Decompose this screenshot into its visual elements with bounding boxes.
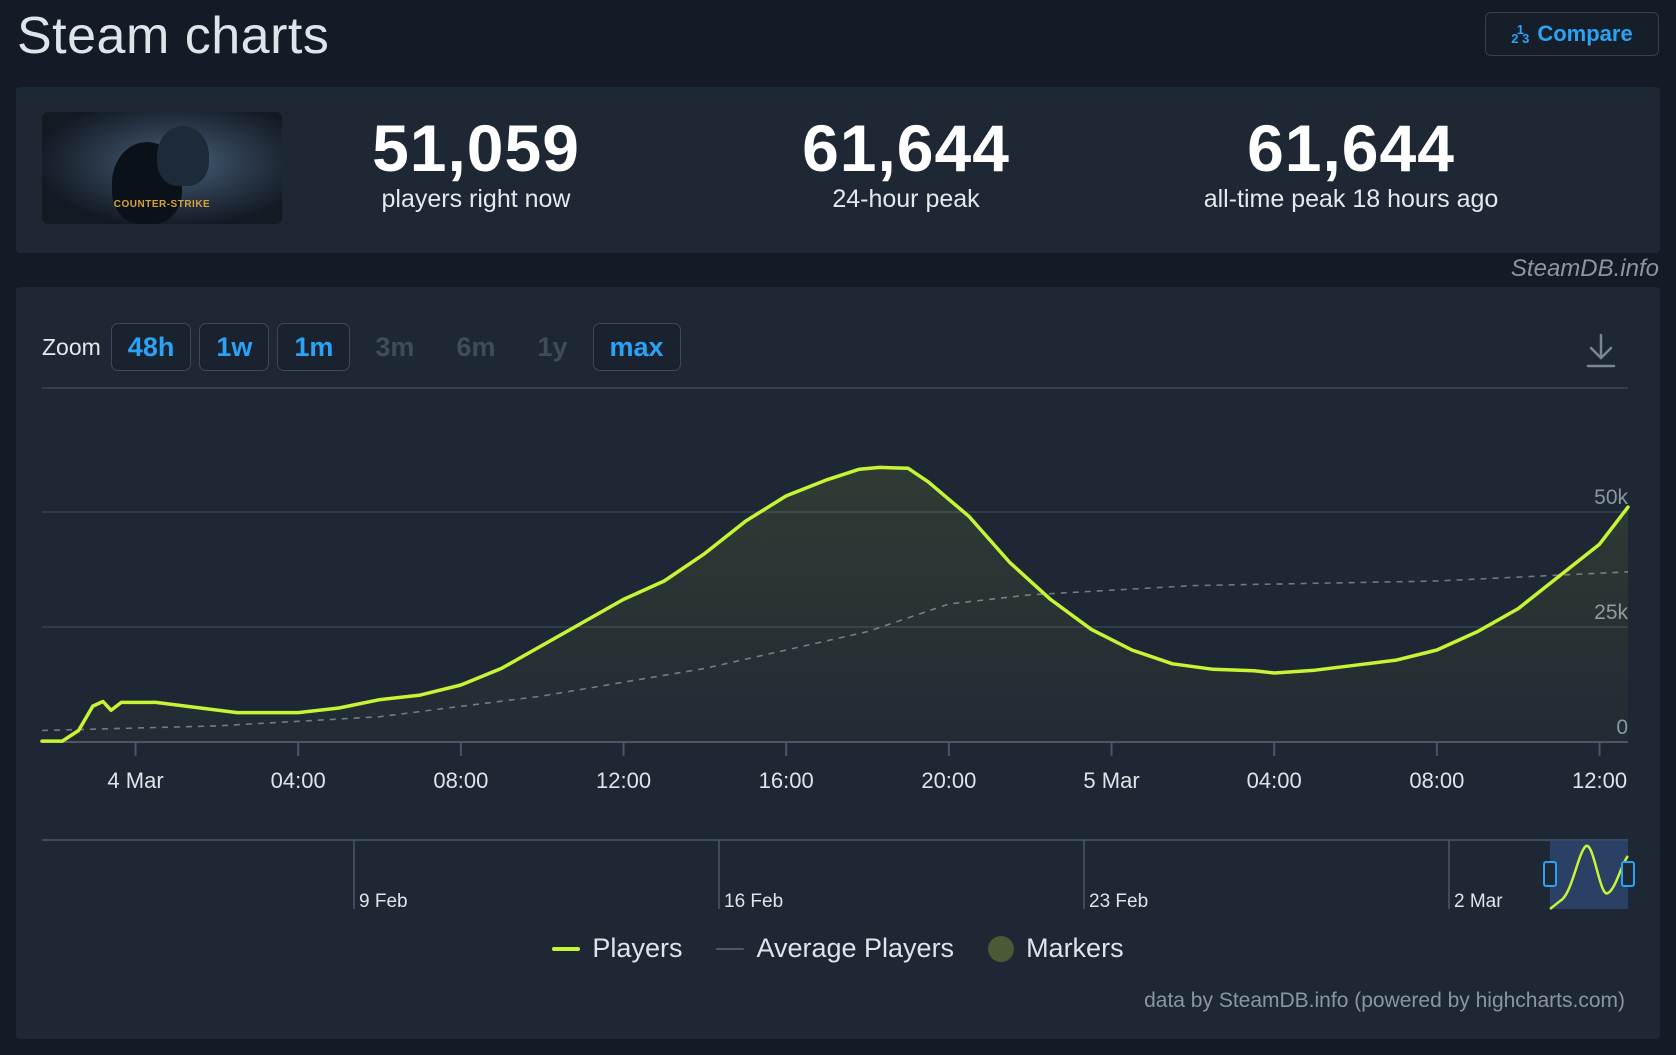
x-tick-label: 12:00 (596, 768, 651, 793)
legend-markers-swatch (988, 935, 1015, 962)
navigator-label: 9 Feb (359, 891, 408, 912)
chart-legend: Players Average Players Markers (16, 933, 1660, 964)
x-tick-label: 16:00 (759, 768, 814, 793)
x-tick-label: 08:00 (433, 768, 488, 793)
players-area (42, 467, 1628, 742)
soldier-silhouette (157, 126, 209, 186)
stat-label: 24-hour peak (832, 185, 980, 213)
navigator-series-line (1549, 844, 1629, 910)
page-title: Steam charts (17, 7, 330, 65)
stat-current-players: 51,059 players right now (366, 113, 586, 214)
game-logo: COUNTER-STRIKE (113, 199, 211, 210)
download-icon[interactable] (1586, 333, 1616, 369)
navigator-label: 16 Feb (724, 891, 783, 912)
x-tick-label: 08:00 (1409, 768, 1464, 793)
zoom-1m-button[interactable]: 1m (277, 323, 351, 371)
legend-markers[interactable]: Markers (988, 933, 1124, 964)
zoom-6m-button: 6m (456, 331, 496, 362)
legend-label: Average Players (756, 933, 955, 963)
x-tick-label: 5 Mar (1083, 768, 1139, 793)
stat-all-time-peak: 61,644 all-time peak 18 hours ago (1166, 113, 1536, 214)
zoom-bar: Zoom 48h 1w 1m 3m 6m 1y max (42, 323, 681, 371)
legend-average-players[interactable]: Average Players (716, 933, 954, 964)
zoom-1y-button: 1y (537, 331, 568, 362)
legend-label: Players (592, 933, 683, 963)
y-tick-label: 50k (1594, 486, 1628, 509)
game-header-image[interactable]: COUNTER-STRIKE (42, 112, 282, 224)
navigator-left-handle[interactable] (1543, 861, 1557, 887)
stat-label: all-time peak 18 hours ago (1203, 185, 1499, 213)
navigator-right-handle[interactable] (1621, 861, 1635, 887)
legend-players-swatch (552, 946, 581, 951)
stat-24h-peak: 61,644 24-hour peak (796, 113, 1016, 214)
stat-value: 61,644 (802, 111, 1010, 185)
zoom-1w-button[interactable]: 1w (199, 323, 270, 371)
navigator-label: 23 Feb (1089, 891, 1148, 912)
x-tick-label: 20:00 (921, 768, 976, 793)
zoom-max-button[interactable]: max (592, 323, 681, 371)
steamdb-watermark[interactable]: SteamDB.info (1510, 255, 1659, 282)
x-tick-label: 04:00 (1247, 768, 1302, 793)
stat-value: 51,059 (372, 111, 580, 185)
legend-players[interactable]: Players (552, 933, 682, 964)
chart-credits[interactable]: data by SteamDB.info (powered by highcha… (1144, 989, 1625, 1012)
x-tick-label: 04:00 (271, 768, 326, 793)
stats-panel: COUNTER-STRIKE 51,059 players right now … (16, 87, 1660, 253)
zoom-3m-button: 3m (375, 331, 415, 362)
x-tick-label: 4 Mar (107, 768, 163, 793)
stat-value: 61,644 (1247, 111, 1455, 185)
zoom-label: Zoom (42, 333, 101, 360)
legend-label: Markers (1026, 933, 1124, 963)
x-tick-label: 12:00 (1572, 768, 1627, 793)
players-line (40, 465, 1630, 743)
stat-label: players right now (381, 185, 571, 213)
compare-button-label: Compare (1537, 21, 1633, 46)
navigator-label: 2 Mar (1454, 891, 1503, 912)
zoom-48h-button[interactable]: 48h (110, 323, 192, 371)
legend-average-swatch (716, 947, 745, 950)
